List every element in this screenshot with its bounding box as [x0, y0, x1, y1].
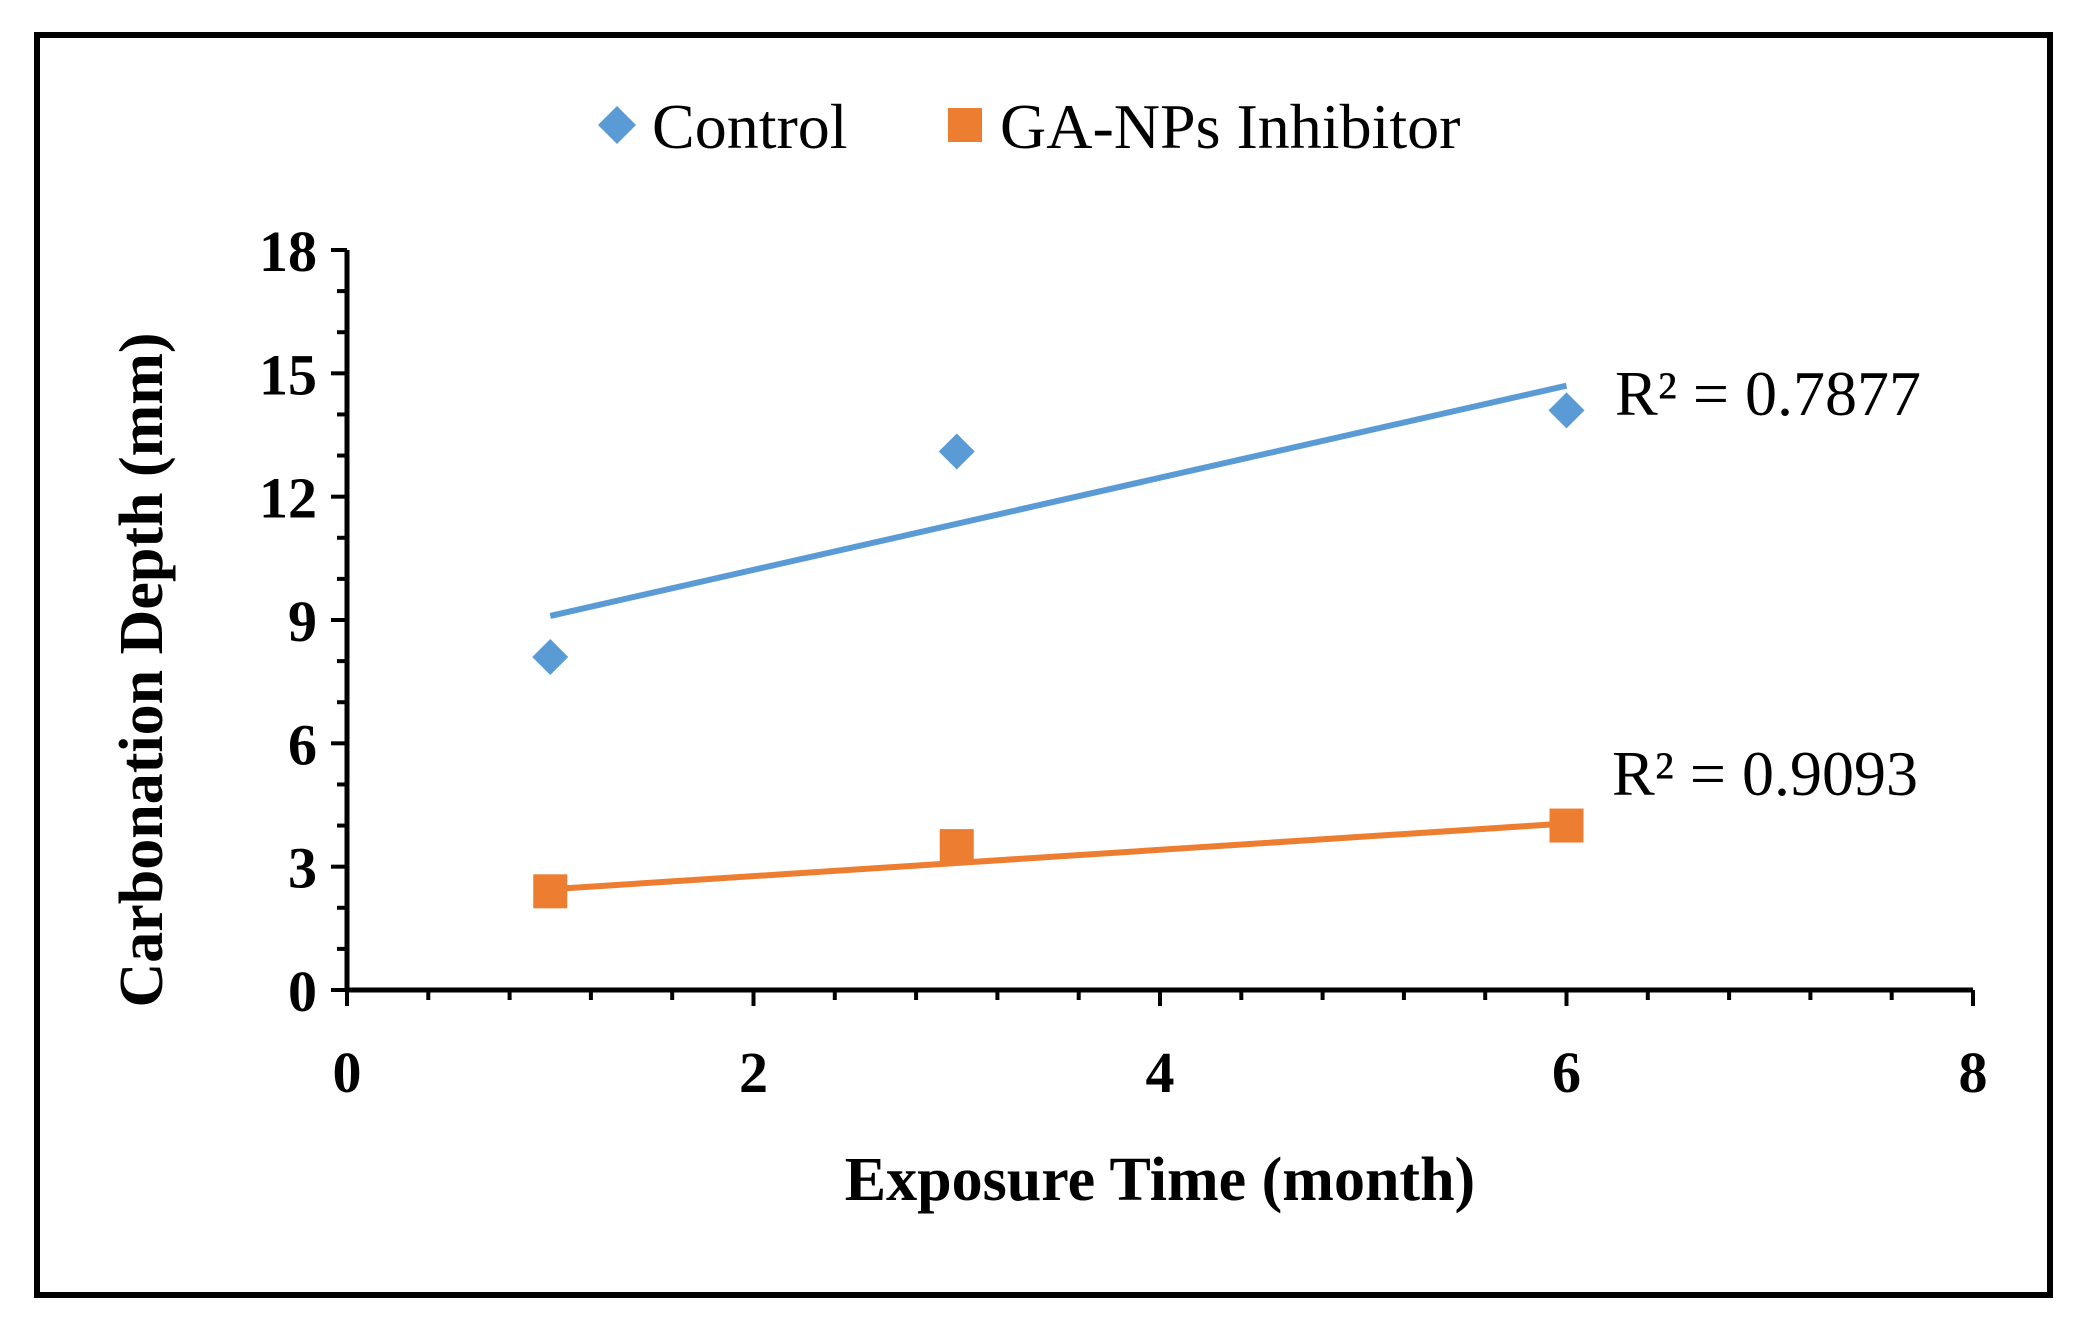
data-point — [532, 639, 569, 675]
plot-area: 0 3 6 9 12 15 18 0 2 4 6 8 R² = 0.7877 R² = 0.9093 — [259, 219, 1988, 1105]
data-point — [1548, 392, 1585, 429]
y-tick-label: 18 — [259, 219, 317, 284]
r-squared-label: R² = 0.9093 — [1612, 738, 1918, 809]
legend-marker — [598, 106, 636, 144]
y-tick-label: 3 — [288, 836, 317, 901]
x-axis-title: Exposure Time (month) — [845, 1146, 1475, 1214]
x-tick-label: 8 — [1959, 1040, 1988, 1105]
y-tick-label: 9 — [288, 589, 317, 654]
x-tick-label: 4 — [1146, 1040, 1175, 1105]
data-point — [1549, 808, 1584, 843]
legend-marker — [948, 108, 982, 142]
y-tick-label: 6 — [288, 712, 317, 777]
data-point — [533, 874, 568, 909]
chart-frame — [34, 32, 2053, 1298]
r-squared-label: R² = 0.7877 — [1615, 358, 1921, 429]
y-tick-label: 15 — [259, 342, 317, 407]
data-point — [938, 433, 975, 470]
x-tick-label: 6 — [1552, 1040, 1581, 1105]
y-tick-label: 12 — [259, 466, 317, 531]
data-point — [939, 829, 974, 864]
legend-label: Control — [652, 91, 848, 162]
y-tick-label: 0 — [288, 959, 317, 1024]
trendline-1 — [550, 820, 1567, 893]
x-tick-label: 2 — [739, 1040, 768, 1105]
y-axis-title: Carbonation Depth (mm) — [108, 332, 176, 1007]
x-tick-label: 0 — [333, 1040, 362, 1105]
legend-label: GA-NPs Inhibitor — [1000, 91, 1460, 162]
trendline-0 — [549, 382, 1568, 619]
legend: Control GA-NPs Inhibitor — [598, 91, 1460, 162]
